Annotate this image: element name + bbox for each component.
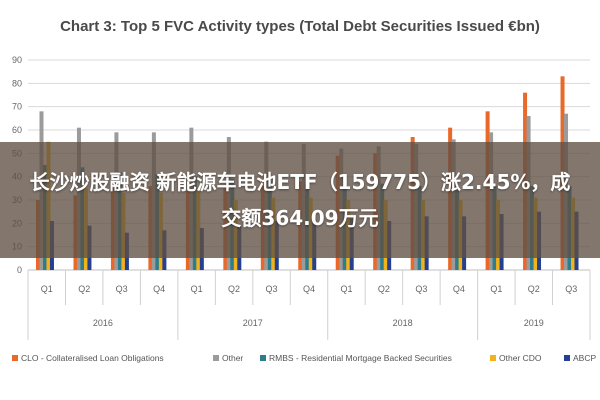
legend-swatch — [260, 355, 266, 361]
x-tick-label: Q3 — [116, 284, 128, 294]
year-label: 2018 — [393, 318, 413, 328]
legend-swatch — [490, 355, 496, 361]
x-tick-label: Q3 — [415, 284, 427, 294]
legend-label: ABCP — [573, 353, 596, 363]
legend-label: CLO - Collateralised Loan Obligations — [21, 353, 164, 363]
year-label: 2019 — [524, 318, 544, 328]
y-tick-label: 60 — [12, 125, 22, 135]
x-tick-label: Q1 — [191, 284, 203, 294]
x-tick-label: Q1 — [490, 284, 502, 294]
y-tick-label: 0 — [17, 265, 22, 275]
x-tick-label: Q4 — [303, 284, 315, 294]
x-tick-label: Q2 — [528, 284, 540, 294]
news-banner: 长沙炒股融资 新能源车电池ETF（159775）涨2.45%，成交额364.09… — [0, 142, 600, 258]
legend-swatch — [213, 355, 219, 361]
x-axis-year-groups: 2016 2017 2018 2019 — [27, 305, 544, 340]
y-tick-label: 80 — [12, 78, 22, 88]
year-label: 2016 — [93, 318, 113, 328]
x-tick-label: Q2 — [78, 284, 90, 294]
legend-label: Other — [222, 353, 243, 363]
y-tick-label: 70 — [12, 102, 22, 112]
legend: CLO - Collateralised Loan Obligations Oth… — [12, 353, 596, 363]
legend-swatch — [564, 355, 570, 361]
x-axis-ticks: Q1 Q2 Q3 Q4 Q1 Q2 Q3 Q4 Q1 Q2 Q3 Q4 Q1 Q2 Q3 — [27, 270, 591, 340]
year-label: 2017 — [243, 318, 263, 328]
legend-label: Other CDO — [499, 353, 542, 363]
legend-label: RMBS - Residential Mortgage Backed Secur… — [269, 353, 452, 363]
legend-swatch — [12, 355, 18, 361]
x-tick-label: Q2 — [378, 284, 390, 294]
y-tick-label: 90 — [12, 55, 22, 65]
x-tick-label: Q2 — [228, 284, 240, 294]
x-tick-label: Q4 — [153, 284, 165, 294]
x-tick-label: Q3 — [266, 284, 278, 294]
x-tick-label: Q1 — [340, 284, 352, 294]
x-tick-label: Q3 — [565, 284, 577, 294]
x-tick-label: Q1 — [41, 284, 53, 294]
chart-title: Chart 3: Top 5 FVC Activity types (Total… — [60, 18, 540, 35]
x-tick-label: Q4 — [453, 284, 465, 294]
news-banner-text: 长沙炒股融资 新能源车电池ETF（159775）涨2.45%，成交额364.09… — [29, 170, 571, 230]
